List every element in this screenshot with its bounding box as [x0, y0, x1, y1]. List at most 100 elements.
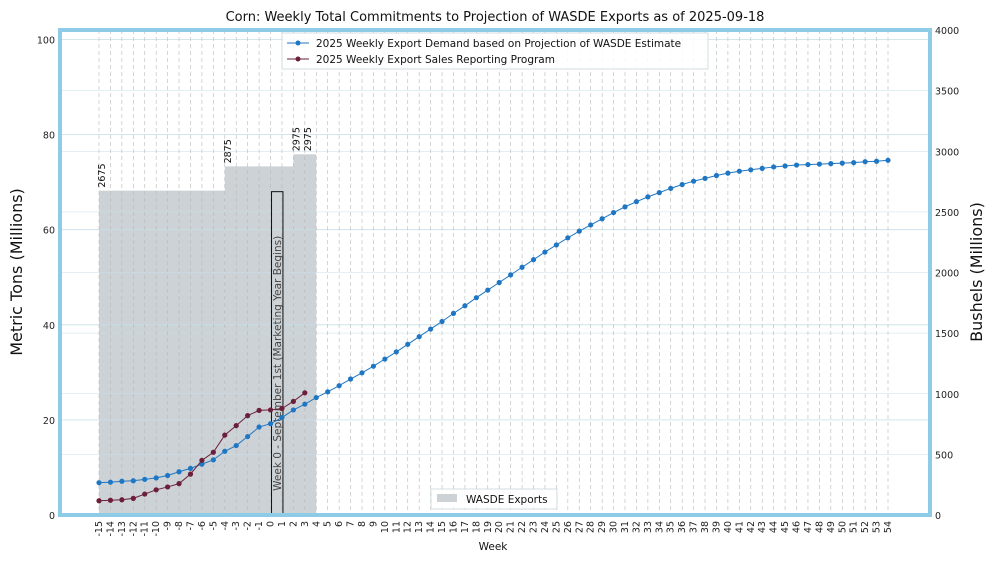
series-point-0 — [336, 383, 342, 389]
x-tick-label: 12 — [403, 521, 414, 533]
x-tick-label: 0 — [266, 521, 277, 527]
y-right-tick-label: 3000 — [935, 147, 959, 158]
series-point-0 — [267, 421, 274, 427]
right-y-ticks: 0 500 1000 1500 2000 2500 3000 3500 4000 — [935, 26, 959, 522]
x-tick-label: 34 — [654, 521, 665, 533]
x-tick-label: 4 — [311, 521, 322, 527]
series-point-0 — [622, 204, 628, 210]
y-tick-label: 0 — [49, 511, 55, 522]
series-point-0 — [405, 341, 411, 347]
x-tick-label: -13 — [117, 521, 128, 537]
series-point-0 — [691, 178, 697, 184]
series-point-1 — [142, 491, 148, 497]
series-point-0 — [599, 216, 605, 222]
series-point-0 — [485, 287, 491, 293]
series-point-0 — [325, 389, 331, 395]
series-point-1 — [279, 405, 285, 412]
legend-marker-sales — [295, 56, 301, 62]
x-tick-label: 47 — [803, 521, 814, 533]
series-point-0 — [793, 162, 800, 168]
x-tick-label: 27 — [574, 521, 585, 533]
x-tick-label: -12 — [128, 521, 139, 537]
x-tick-label: -1 — [254, 521, 265, 530]
series-point-0 — [382, 356, 388, 362]
x-tick-label: -7 — [185, 521, 196, 530]
series-point-0 — [290, 407, 296, 413]
x-tick-label: 23 — [529, 521, 540, 533]
left-y-ticks: 0 20 40 60 80 100 — [37, 36, 55, 522]
series-line-0 — [98, 159, 889, 484]
x-tick-label: -10 — [151, 521, 162, 537]
x-tick-label: -6 — [197, 521, 208, 530]
series-point-0 — [645, 194, 651, 200]
series-point-0 — [256, 424, 262, 430]
x-tick-label: -9 — [163, 521, 174, 530]
plot-frame — [58, 28, 932, 517]
y-right-tick-label: 0 — [935, 511, 941, 522]
bar-value-label: 2975 — [291, 127, 302, 151]
marketing-year-annotation: Week 0 - September 1st (Marketing Year B… — [271, 191, 284, 516]
series-point-1 — [210, 449, 216, 455]
x-tick-label: 6 — [334, 521, 345, 527]
x-tick-label: 42 — [746, 521, 757, 533]
series-point-0 — [165, 472, 171, 479]
series-point-0 — [496, 279, 502, 286]
series-point-0 — [668, 185, 674, 191]
chart-title: Corn: Weekly Total Commitments to Projec… — [226, 10, 765, 25]
series-point-1 — [165, 484, 171, 490]
y-tick-label: 20 — [43, 416, 55, 427]
series-point-0 — [210, 457, 216, 463]
x-tick-label: -2 — [243, 521, 254, 530]
x-tick-label: 49 — [826, 521, 837, 533]
series-point-1 — [302, 390, 308, 396]
x-tick-label: 10 — [380, 521, 391, 533]
x-tick-label: 50 — [837, 521, 848, 533]
series-point-1 — [256, 407, 262, 413]
series-point-1 — [267, 407, 274, 413]
series-point-0 — [450, 310, 457, 316]
legend-box — [281, 32, 709, 70]
x-tick-label: -14 — [105, 521, 116, 537]
x-tick-label: 22 — [517, 521, 528, 533]
bar-legend-box — [430, 488, 558, 510]
x-tick-label: 14 — [426, 521, 437, 533]
x-tick-label: 54 — [883, 521, 894, 533]
series-point-0 — [679, 181, 685, 188]
x-tick-label: 40 — [723, 521, 734, 533]
series-point-0 — [199, 461, 205, 467]
x-ticks: -15 -14 -13 -12 -11 -10 -9 -8 -7 -6 -5 -4 -3 -2 -1 0 1 2 3… — [94, 521, 894, 537]
series-point-0 — [393, 349, 399, 355]
series-point-0 — [428, 326, 434, 332]
series-point-1 — [130, 495, 136, 501]
series-point-0 — [725, 170, 731, 176]
series-point-0 — [119, 478, 125, 484]
bar-value-label: 2975 — [303, 127, 314, 151]
x-tick-label: 11 — [391, 521, 402, 533]
x-tick-label: 1 — [277, 521, 288, 527]
y-tick-label: 100 — [37, 36, 55, 47]
y-right-tick-label: 3500 — [935, 87, 959, 98]
series-point-0 — [713, 172, 720, 179]
series-point-0 — [828, 161, 834, 167]
series-point-1 — [96, 498, 102, 504]
x-tick-label: 3 — [300, 521, 311, 527]
series-point-1 — [233, 423, 239, 429]
series-point-0 — [153, 475, 159, 481]
y-tick-label: 80 — [43, 131, 55, 142]
y-right-tick-label: 2000 — [935, 269, 959, 280]
bar-legend-swatch — [437, 494, 457, 502]
series-point-0 — [565, 235, 571, 241]
series-point-0 — [851, 160, 857, 166]
bar-value-label: 2675 — [97, 163, 108, 187]
y-axis-title-right: Bushels (Millions) — [967, 202, 986, 342]
y-right-tick-label: 2500 — [935, 208, 959, 219]
x-tick-label: 32 — [631, 521, 642, 533]
series-point-0 — [519, 264, 525, 270]
series-point-0 — [508, 272, 514, 278]
series-point-0 — [862, 159, 868, 165]
series-point-0 — [222, 448, 228, 454]
series-point-0 — [439, 318, 445, 325]
series-point-1 — [199, 457, 205, 463]
bar-legend: WASDE Exports — [430, 488, 558, 510]
